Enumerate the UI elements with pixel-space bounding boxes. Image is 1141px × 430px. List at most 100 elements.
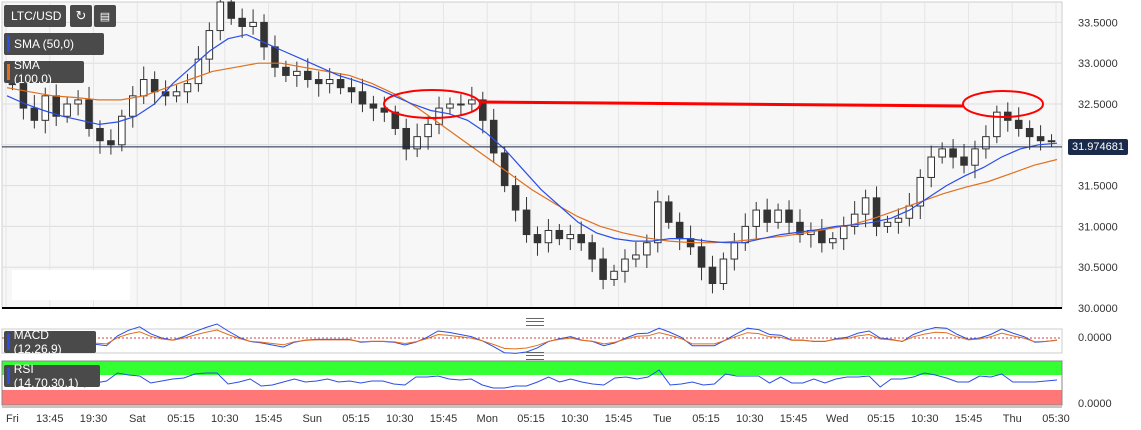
candle: [544, 219, 553, 253]
x-tick-label: Wed: [826, 413, 848, 425]
resistance-circle-left: [383, 89, 481, 119]
resistance-line: [479, 100, 964, 108]
candle: [522, 197, 531, 243]
rsi-oversold-zone: [2, 390, 1062, 405]
candle: [927, 145, 935, 188]
macd-line: [6, 323, 1058, 354]
x-tick-label: 05:15: [517, 413, 545, 425]
sma-50-chip[interactable]: SMA (50,0): [4, 33, 104, 55]
candle: [304, 58, 312, 88]
refresh-button[interactable]: ↻: [70, 5, 92, 27]
x-tick-label: 05:15: [867, 413, 895, 425]
candle: [555, 223, 564, 246]
candle: [654, 190, 662, 253]
candle: [960, 143, 968, 174]
main-plot-area[interactable]: [1, 1, 1063, 309]
x-tick-label: 10:30: [211, 413, 239, 425]
x-tick-label: 15:45: [780, 413, 808, 425]
last-price-tag: 31.974681: [1068, 139, 1128, 155]
candle: [30, 95, 39, 129]
candle: [511, 175, 520, 222]
annotations: [383, 89, 1044, 119]
blank-overlay-box: [12, 270, 130, 300]
rsi-panel[interactable]: [1, 360, 1063, 406]
candle: [785, 200, 793, 234]
candle: [566, 224, 575, 251]
candle: [347, 77, 356, 104]
candle: [183, 73, 192, 104]
candle: [216, 0, 225, 41]
rsi-chip[interactable]: RSI (14,70,30,1): [4, 362, 100, 390]
macd-signal-line: [6, 329, 1058, 350]
candle: [194, 46, 203, 92]
candle: [260, 14, 268, 60]
macd-label: MACD (12,26,9): [13, 328, 62, 356]
candle: [424, 116, 432, 150]
x-tick-label: Sun: [302, 413, 322, 425]
candle: [74, 90, 82, 116]
candle: [993, 105, 1001, 144]
candle: [752, 201, 760, 240]
candle: [205, 22, 214, 73]
refresh-icon: ↻: [75, 8, 87, 23]
candle: [829, 232, 837, 250]
candle: [446, 97, 454, 115]
symbol-label-chip[interactable]: LTC/USD: [4, 5, 66, 27]
sma-100-label: SMA (100,0): [13, 58, 52, 86]
y-tick-label: 33.0000: [1078, 58, 1118, 70]
y-tick-label: 32.5000: [1078, 99, 1118, 111]
x-tick-label: 05:15: [167, 413, 195, 425]
sma-100-color-bar: [7, 64, 10, 80]
candle: [719, 252, 728, 291]
macd-resize-handle[interactable]: [526, 318, 544, 326]
x-tick-label: 10:30: [561, 413, 589, 425]
macd-panel[interactable]: [1, 328, 1063, 354]
macd-chip[interactable]: MACD (12,26,9): [4, 328, 96, 356]
sma-100-chip[interactable]: SMA (100,0): [4, 58, 84, 86]
candle: [763, 198, 771, 233]
candle: [369, 95, 378, 122]
y-tick-label: 33.5000: [1078, 17, 1118, 29]
x-tick-label: 10:30: [386, 413, 414, 425]
candle: [479, 91, 487, 134]
x-tick-label: 05:15: [692, 413, 720, 425]
candle: [872, 186, 881, 237]
calendar-button[interactable]: ▤: [94, 5, 116, 27]
x-tick-label: 15:45: [255, 413, 283, 425]
rsi-resize-handle[interactable]: [526, 352, 544, 360]
rsi-overbought-zone: [2, 361, 1062, 375]
x-tick-label: 19:30: [80, 413, 108, 425]
candle: [85, 86, 93, 137]
candle: [1025, 120, 1034, 150]
candle: [621, 249, 629, 283]
y-tick-label: 30.5000: [1078, 262, 1118, 274]
candle: [118, 109, 126, 152]
candle: [632, 241, 640, 268]
rsi-color-bar: [7, 368, 10, 384]
candle: [1014, 107, 1023, 137]
x-tick-label: Mon: [477, 413, 498, 425]
candle: [774, 203, 782, 229]
sma-50-line: [6, 33, 1058, 244]
candle: [599, 247, 607, 290]
candle: [500, 146, 509, 193]
symbol-label: LTC/USD: [11, 9, 62, 23]
candle: [1047, 134, 1056, 148]
sma-50-label: SMA (50,0): [14, 37, 75, 51]
candle: [588, 234, 596, 273]
candle: [358, 78, 367, 113]
candle: [413, 123, 421, 158]
candle: [938, 142, 946, 164]
y-tick-label: 31.0000: [1078, 221, 1118, 233]
rsi-line: [6, 369, 1058, 389]
x-tick-label: 05:15: [342, 413, 370, 425]
candle: [63, 97, 71, 123]
sma-50-color-bar: [7, 36, 10, 52]
candle: [435, 96, 443, 135]
candle: [949, 139, 957, 169]
x-tick-label: 13:45: [36, 413, 64, 425]
sma-100-line: [6, 62, 1058, 244]
candle: [643, 234, 651, 269]
rsi-neutral-zone: [2, 375, 1062, 390]
